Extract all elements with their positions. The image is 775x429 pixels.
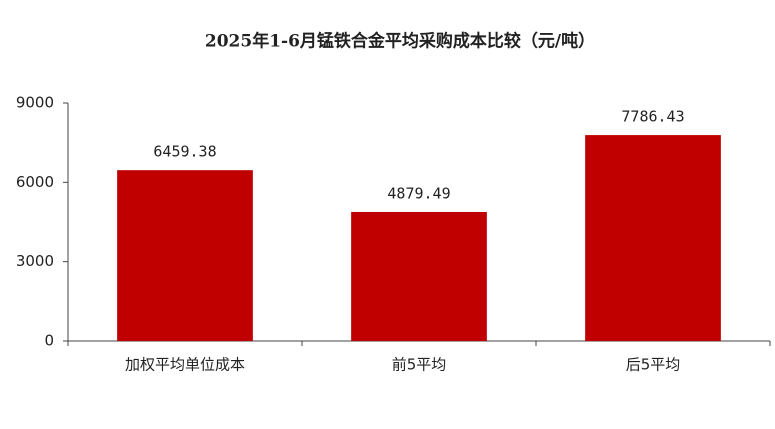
bar	[117, 170, 253, 341]
y-tick-label: 6000	[16, 173, 54, 191]
y-tick-label: 3000	[16, 252, 54, 270]
value-label: 7786.43	[621, 108, 684, 126]
bar	[585, 135, 721, 341]
y-tick-label: 0	[44, 332, 54, 350]
x-tick-label: 后5平均	[626, 356, 681, 374]
bar	[351, 211, 487, 341]
y-tick-label: 9000	[16, 94, 54, 112]
x-tick-label: 加权平均单位成本	[125, 356, 245, 374]
x-tick-label: 前5平均	[392, 356, 447, 374]
chart-title: 2025年1-6月锰铁合金平均采购成本比较（元/吨）	[205, 31, 595, 52]
value-label: 4879.49	[387, 184, 450, 202]
value-label: 6459.38	[153, 143, 216, 161]
